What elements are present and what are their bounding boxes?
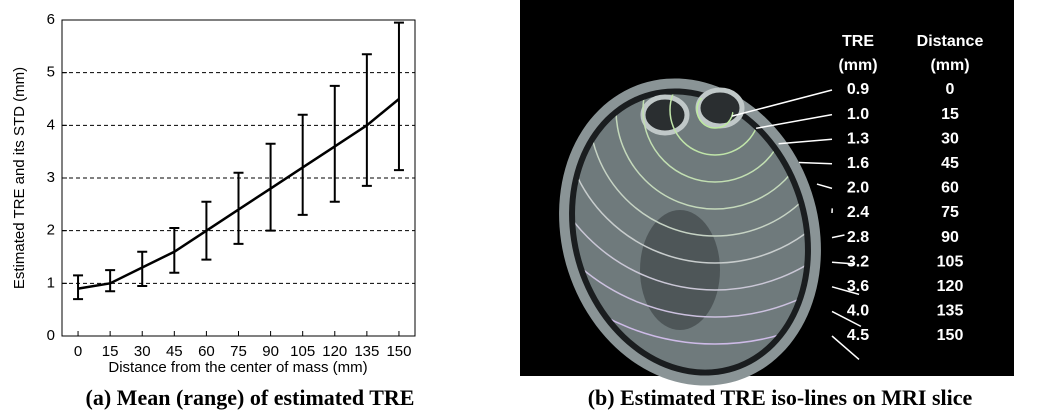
caption: (b) Estimated TRE iso-lines on MRI slice: [588, 385, 973, 410]
distance-value: 135: [937, 303, 964, 320]
tre-value: 3.2: [847, 253, 869, 270]
distance-value: 75: [941, 204, 959, 221]
distance-value: 30: [941, 130, 959, 147]
x-tick-label: 90: [262, 343, 279, 360]
distance-value: 120: [937, 278, 964, 295]
x-tick-label: 0: [74, 343, 82, 360]
tre-value: 1.3: [847, 130, 869, 147]
y-tick-label: 5: [47, 64, 55, 81]
table-header: Distance: [917, 33, 984, 50]
x-tick-label: 60: [198, 343, 215, 360]
y-axis-label: Estimated TRE and its STD (mm): [11, 67, 28, 289]
x-axis-label: Distance from the center of mass (mm): [108, 359, 367, 376]
tre-value: 4.5: [847, 327, 869, 344]
table-header: (mm): [838, 57, 877, 74]
ventricle: [640, 210, 720, 330]
tre-value: 3.6: [847, 278, 869, 295]
y-tick-label: 3: [47, 169, 55, 186]
caption: (a) Mean (range) of estimated TRE: [86, 385, 415, 410]
x-tick-label: 120: [322, 343, 347, 360]
tre-value: 0.9: [847, 81, 869, 98]
eye: [698, 90, 742, 126]
figure: Estimated TRE and its STD (mm) Distance …: [0, 0, 1044, 414]
table-header: TRE: [842, 33, 874, 50]
distance-value: 90: [941, 229, 959, 246]
tre-value: 1.6: [847, 155, 869, 172]
table-header: (mm): [930, 57, 969, 74]
y-tick-label: 6: [47, 11, 55, 28]
x-tick-label: 15: [102, 343, 119, 360]
distance-value: 15: [941, 106, 959, 123]
x-tick-label: 45: [166, 343, 183, 360]
distance-value: 105: [937, 253, 964, 270]
x-tick-label: 30: [134, 343, 151, 360]
distance-value: 150: [937, 327, 964, 344]
y-tick-label: 2: [47, 222, 55, 239]
x-tick-label: 150: [386, 343, 411, 360]
tre-value: 4.0: [847, 303, 869, 320]
distance-value: 0: [946, 81, 955, 98]
y-tick-label: 4: [47, 116, 55, 133]
x-tick-label: 135: [354, 343, 379, 360]
y-tick-label: 1: [47, 274, 55, 291]
tre-value: 2.8: [847, 229, 869, 246]
y-tick-label: 0: [47, 327, 55, 344]
x-tick-label: 75: [230, 343, 247, 360]
tre-value: 2.4: [847, 204, 869, 221]
distance-value: 60: [941, 180, 959, 197]
tre-value: 1.0: [847, 106, 869, 123]
distance-value: 45: [941, 155, 959, 172]
eye: [643, 97, 687, 133]
tre-value: 2.0: [847, 180, 869, 197]
x-tick-label: 105: [290, 343, 315, 360]
